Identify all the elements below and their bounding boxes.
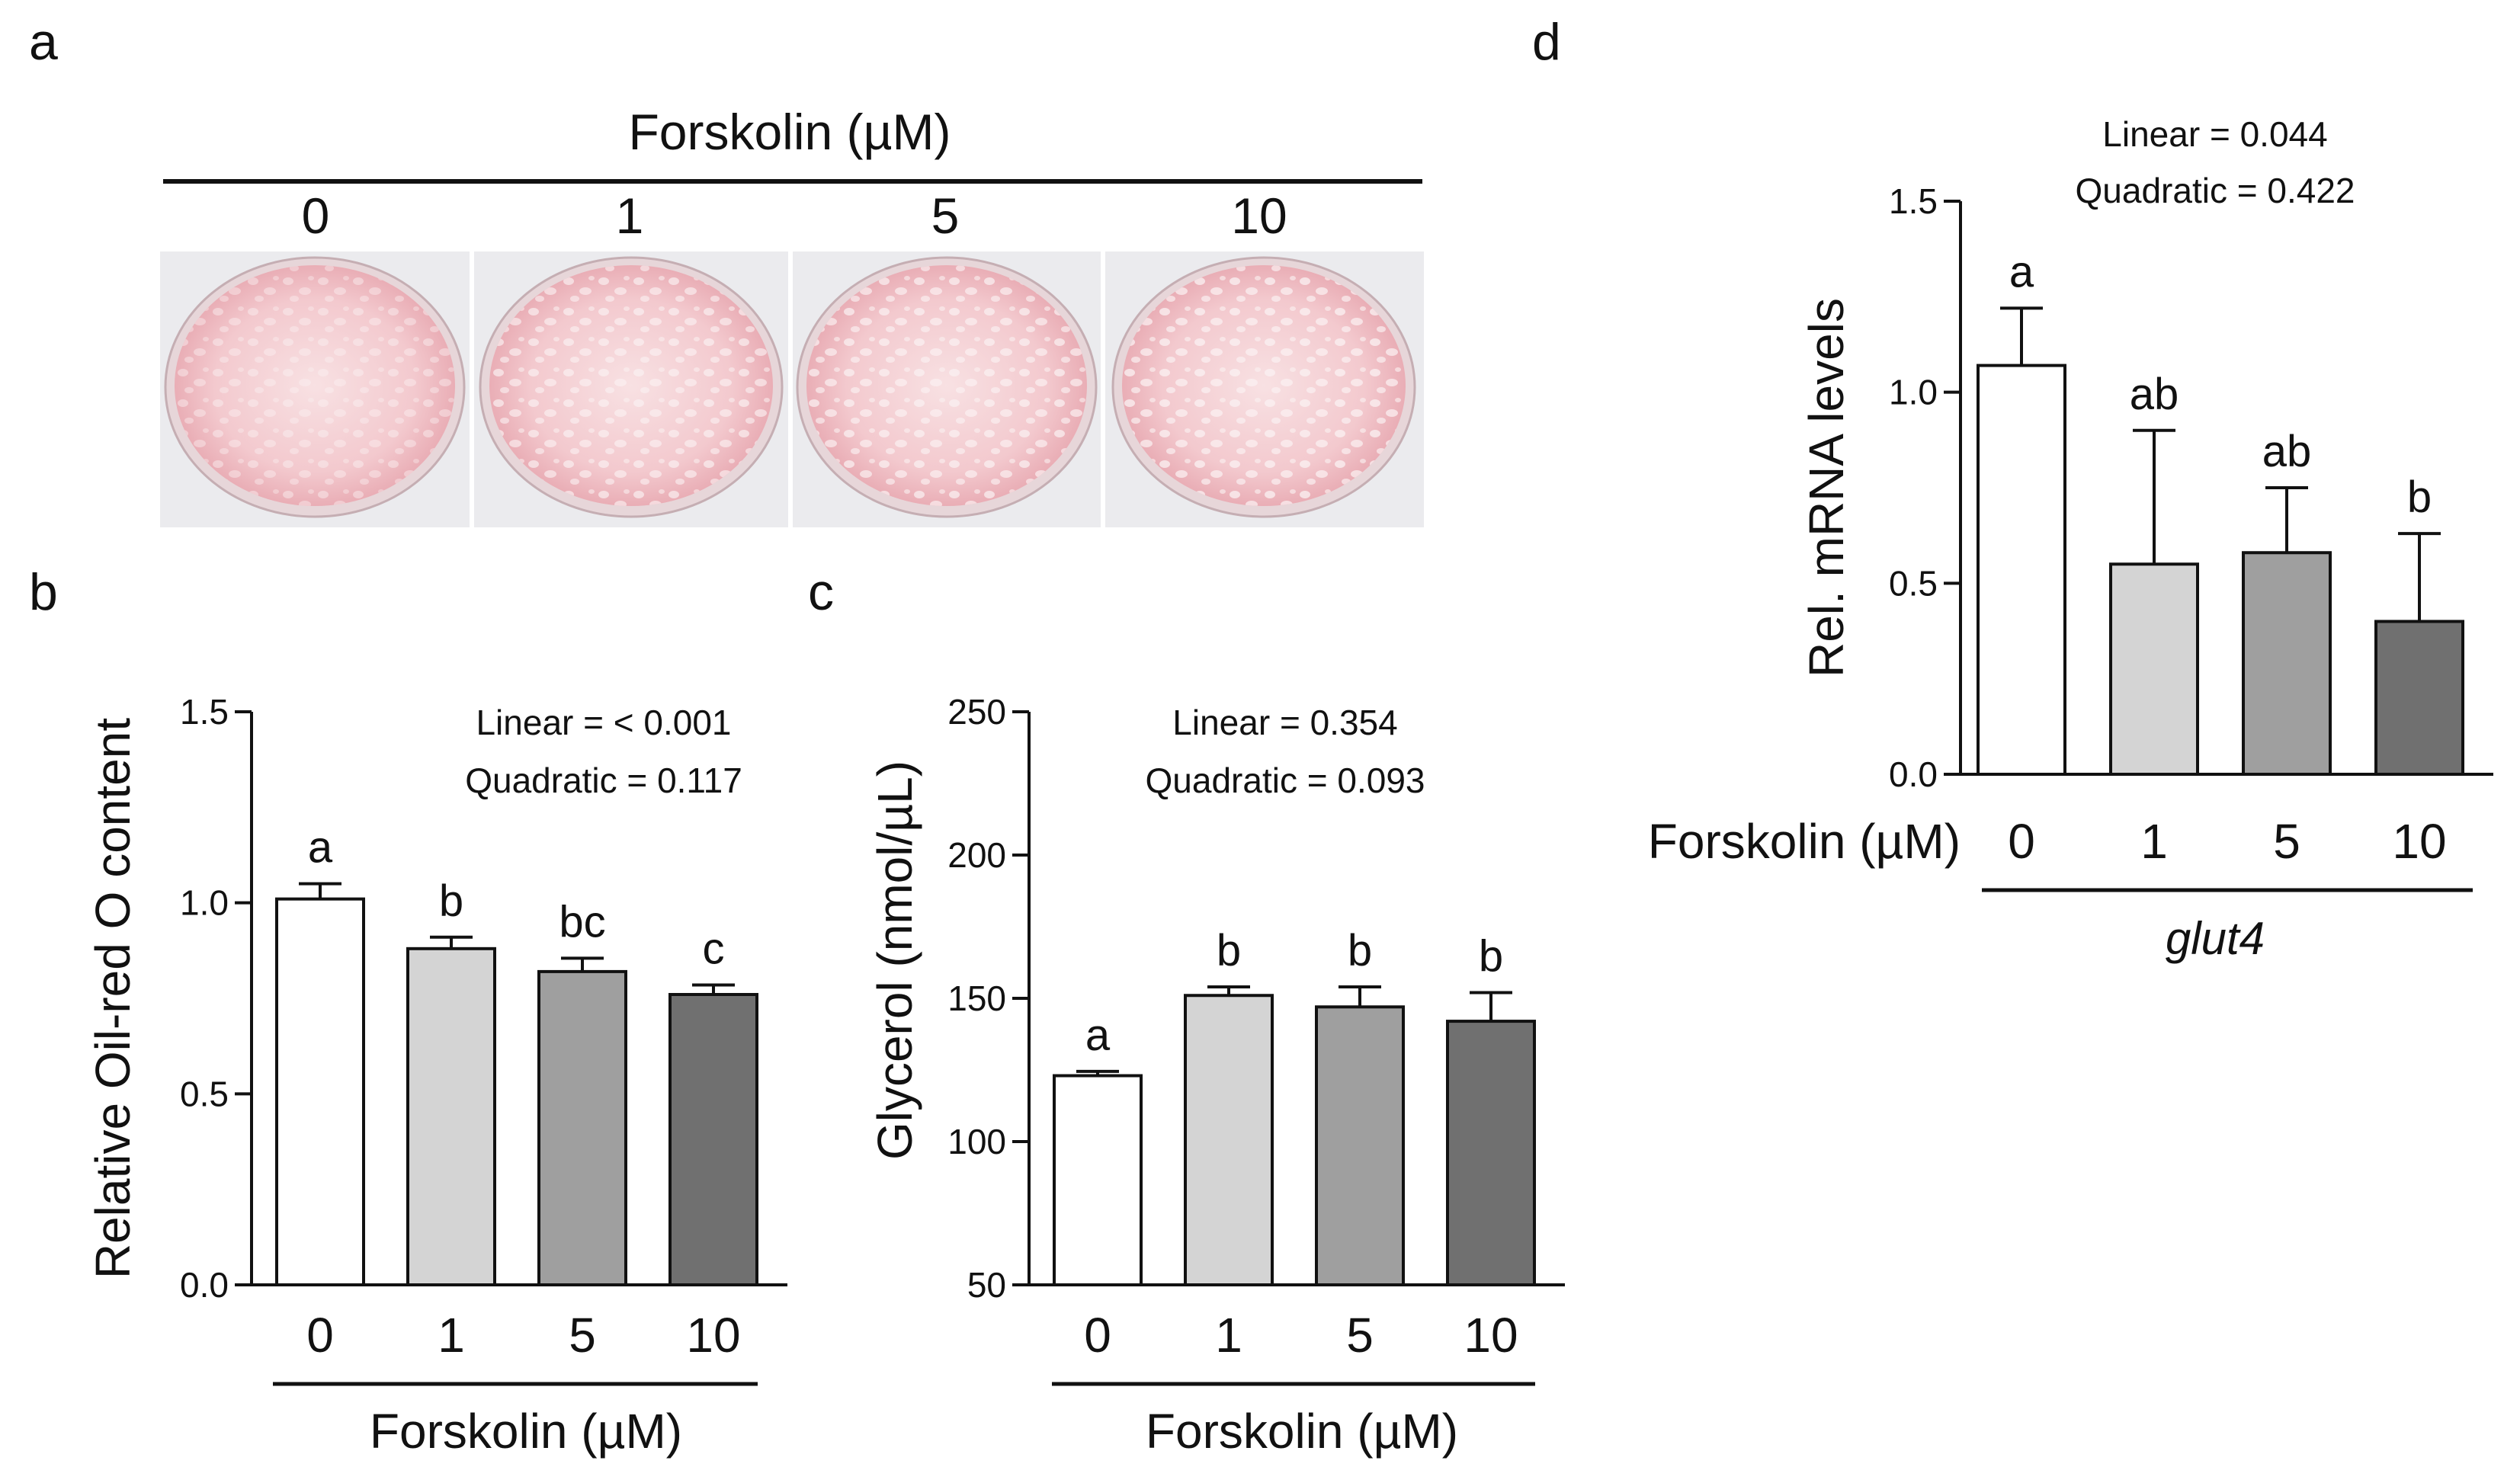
y-tick-label: 250 [947, 692, 1006, 732]
bar [668, 992, 758, 1287]
panel-letter-c: c [808, 563, 834, 621]
dish-image-3 [1105, 251, 1424, 527]
y-tick-label: 1.0 [1889, 373, 1938, 412]
x-tick-label: 1 [2140, 814, 2168, 869]
x-tick-label: 0 [306, 1308, 334, 1363]
bar [2242, 551, 2332, 777]
stat-linear: Linear = < 0.001 [476, 703, 731, 742]
chart-c: 50 100 150 200 250 Glycerol (nmol/µL) a 0 b 1 b 5 b 1… [867, 692, 1565, 1459]
x-tick-label: 0 [2008, 814, 2035, 869]
significance-label: a [308, 823, 333, 873]
x-tick-label: 10 [1464, 1308, 1518, 1363]
gene-label: glut4 [2166, 913, 2265, 964]
stat-quadratic: Quadratic = 0.117 [465, 761, 742, 800]
bar [275, 897, 365, 1286]
dose-label: 10 [1231, 187, 1287, 244]
x-tick-label: 5 [2273, 814, 2300, 869]
x-tick-label: 5 [569, 1308, 596, 1363]
dish-image-1 [474, 251, 788, 527]
chart-d: 0.0 0.5 1.0 1.5 Rel. mRNA levels a 0 ab 1 ab 5 b 10 L… [1648, 114, 2493, 964]
bar [2374, 620, 2464, 777]
y-tick-label: 150 [947, 979, 1006, 1018]
bar [1446, 1020, 1536, 1286]
significance-label: ab [2262, 427, 2312, 476]
y-tick-label: 1.5 [180, 692, 229, 732]
y-axis-label: Glycerol (nmol/µL) [867, 761, 922, 1160]
y-tick-label: 50 [967, 1265, 1006, 1305]
x-axis-label: Forskolin (µM) [370, 1404, 682, 1459]
dish-image-0 [160, 251, 470, 527]
y-tick-label: 0.0 [1889, 754, 1938, 794]
y-tick-label: 100 [947, 1122, 1006, 1161]
panel-a: a Forskolin (µM) 0 1 5 10 [29, 13, 1424, 527]
y-tick-label: 200 [947, 835, 1006, 875]
dose-label: 1 [616, 187, 644, 244]
bar [406, 946, 496, 1286]
significance-label: b [1217, 926, 1241, 975]
panel-a-header: Forskolin (µM) [628, 104, 951, 160]
significance-label: b [1479, 931, 1503, 981]
x-tick-label: 1 [438, 1308, 465, 1363]
panel-letter-b: b [29, 563, 58, 621]
bar [2109, 562, 2199, 776]
bar [1184, 994, 1274, 1286]
y-tick-label: 1.0 [180, 883, 229, 923]
chart-b: 0.0 0.5 1.0 1.5 Relative Oil-red O content a 0… [85, 692, 787, 1459]
panel-letter-d: d [1532, 13, 1561, 71]
significance-label: bc [559, 897, 605, 946]
x-tick-label: 0 [1084, 1308, 1111, 1363]
y-axis-label: Rel. mRNA levels [1799, 298, 1854, 677]
stat-linear: Linear = 0.354 [1172, 703, 1397, 742]
significance-label: ab [2130, 370, 2179, 419]
stat-quadratic: Quadratic = 0.093 [1146, 761, 1425, 800]
y-tick-label: 0.5 [1889, 563, 1938, 603]
significance-label: c [703, 924, 725, 973]
y-axis-label: Relative Oil-red O content [85, 718, 140, 1280]
x-axis-label: Forskolin (µM) [1648, 814, 1961, 869]
dish-image-2 [793, 251, 1101, 527]
significance-label: b [439, 876, 463, 926]
dish-photos [160, 251, 1424, 527]
x-tick-label: 5 [1346, 1308, 1374, 1363]
dose-label: 0 [302, 187, 330, 244]
y-tick-label: 1.5 [1889, 181, 1938, 221]
significance-label: b [1348, 926, 1372, 975]
panel-a-letter: a [29, 13, 58, 71]
bar [1315, 1005, 1405, 1287]
bar [537, 969, 627, 1286]
stat-linear: Linear = 0.044 [2102, 114, 2327, 154]
significance-label: a [1085, 1011, 1111, 1060]
significance-label: a [2009, 247, 2034, 296]
x-tick-label: 10 [686, 1308, 740, 1363]
dose-labels: 0 1 5 10 [302, 187, 1287, 244]
y-tick-label: 0.0 [180, 1265, 229, 1305]
x-axis-label: Forskolin (µM) [1146, 1404, 1458, 1459]
significance-label: b [2407, 472, 2432, 522]
dose-label: 5 [931, 187, 960, 244]
bar [1977, 364, 2066, 777]
x-tick-label: 1 [1215, 1308, 1242, 1363]
x-tick-label: 10 [2392, 814, 2446, 869]
stat-quadratic: Quadratic = 0.422 [2076, 171, 2355, 210]
bar [1053, 1074, 1143, 1287]
y-tick-label: 0.5 [180, 1074, 229, 1113]
